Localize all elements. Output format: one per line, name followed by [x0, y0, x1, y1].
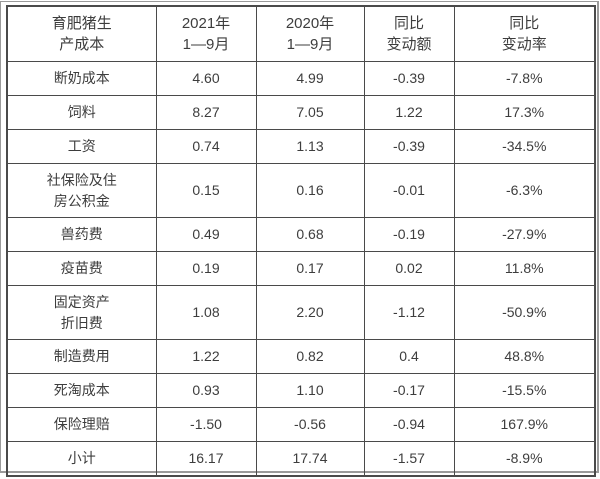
cell-change-amount: -0.39: [363, 61, 455, 96]
row-label: 疫苗费: [6, 251, 157, 286]
cell-change-amount: -0.39: [363, 129, 455, 164]
cell-change-amount: 1.22: [363, 95, 455, 130]
cell-2021-value: 0.49: [155, 217, 257, 252]
cell-2020-value: 7.05: [255, 95, 365, 130]
table-row-social-insurance-housing-fund: 社保险及住 房公积金 0.15 0.16 -0.01 -6.3%: [6, 163, 596, 218]
table-row-feed: 饲料 8.27 7.05 1.22 17.3%: [6, 95, 596, 130]
cell-change-rate: -15.5%: [453, 373, 596, 408]
cell-change-amount: -1.57: [363, 441, 455, 476]
column-header-change-rate: 同比 变动率: [453, 5, 596, 62]
cell-2021-value: 4.60: [155, 61, 257, 96]
cell-change-amount: 0.4: [363, 339, 455, 374]
cell-2021-value: 0.15: [155, 163, 257, 218]
row-label: 制造费用: [6, 339, 157, 374]
cell-change-rate: -50.9%: [453, 285, 596, 340]
cell-2021-value: 1.22: [155, 339, 257, 374]
column-header-change-amount: 同比 变动额: [363, 5, 455, 62]
cell-change-rate: 11.8%: [453, 251, 596, 286]
cell-2020-value: -0.56: [255, 407, 365, 442]
row-label: 保险理赔: [6, 407, 157, 442]
row-label: 兽药费: [6, 217, 157, 252]
cell-change-amount: -0.94: [363, 407, 455, 442]
table-row-weaning-cost: 断奶成本 4.60 4.99 -0.39 -7.8%: [6, 61, 596, 96]
row-label: 小计: [6, 441, 157, 476]
cell-change-amount: -0.01: [363, 163, 455, 218]
row-label: 死淘成本: [6, 373, 157, 408]
row-label: 饲料: [6, 95, 157, 130]
cell-2021-value: 0.74: [155, 129, 257, 164]
pig-production-cost-table: 育肥猪生 产成本 2021年 1—9月 2020年 1—9月 同比 变动额 同比…: [6, 5, 596, 477]
cell-2020-value: 0.16: [255, 163, 365, 218]
cell-2020-value: 0.82: [255, 339, 365, 374]
table-row-vaccine: 疫苗费 0.19 0.17 0.02 11.8%: [6, 251, 596, 286]
cell-2020-value: 1.10: [255, 373, 365, 408]
table-row-wages: 工资 0.74 1.13 -0.39 -34.5%: [6, 129, 596, 164]
cell-2021-value: 16.17: [155, 441, 257, 476]
table-row-fixed-asset-depreciation: 固定资产 折旧费 1.08 2.20 -1.12 -50.9%: [6, 285, 596, 340]
cell-change-rate: -7.8%: [453, 61, 596, 96]
table-row-manufacturing-expense: 制造费用 1.22 0.82 0.4 48.8%: [6, 339, 596, 374]
header-row: 育肥猪生 产成本 2021年 1—9月 2020年 1—9月 同比 变动额 同比…: [6, 5, 596, 62]
cell-2021-value: 0.93: [155, 373, 257, 408]
cell-change-amount: 0.02: [363, 251, 455, 286]
cell-2021-value: 0.19: [155, 251, 257, 286]
cell-change-rate: -8.9%: [453, 441, 596, 476]
cell-2021-value: 1.08: [155, 285, 257, 340]
cell-2020-value: 0.68: [255, 217, 365, 252]
cell-2020-value: 0.17: [255, 251, 365, 286]
cell-change-amount: -0.19: [363, 217, 455, 252]
cell-change-rate: 167.9%: [453, 407, 596, 442]
row-label: 断奶成本: [6, 61, 157, 96]
cell-change-rate: -34.5%: [453, 129, 596, 164]
cell-change-rate: -27.9%: [453, 217, 596, 252]
row-label: 工资: [6, 129, 157, 164]
cell-change-amount: -0.17: [363, 373, 455, 408]
cell-2020-value: 17.74: [255, 441, 365, 476]
cell-2021-value: 8.27: [155, 95, 257, 130]
cell-change-rate: -6.3%: [453, 163, 596, 218]
column-header-2020: 2020年 1—9月: [255, 5, 365, 62]
table-row-subtotal: 小计 16.17 17.74 -1.57 -8.9%: [6, 441, 596, 476]
row-label: 社保险及住 房公积金: [6, 163, 157, 218]
table-row-veterinary-drugs: 兽药费 0.49 0.68 -0.19 -27.9%: [6, 217, 596, 252]
row-label: 固定资产 折旧费: [6, 285, 157, 340]
cell-2020-value: 1.13: [255, 129, 365, 164]
cell-change-amount: -1.12: [363, 285, 455, 340]
table-row-mortality-cost: 死淘成本 0.93 1.10 -0.17 -15.5%: [6, 373, 596, 408]
table-row-insurance-claims: 保险理赔 -1.50 -0.56 -0.94 167.9%: [6, 407, 596, 442]
column-header-cost-item: 育肥猪生 产成本: [6, 5, 157, 62]
column-header-2021: 2021年 1—9月: [155, 5, 257, 62]
cell-2020-value: 2.20: [255, 285, 365, 340]
cell-2021-value: -1.50: [155, 407, 257, 442]
cell-2020-value: 4.99: [255, 61, 365, 96]
cell-change-rate: 17.3%: [453, 95, 596, 130]
cell-change-rate: 48.8%: [453, 339, 596, 374]
